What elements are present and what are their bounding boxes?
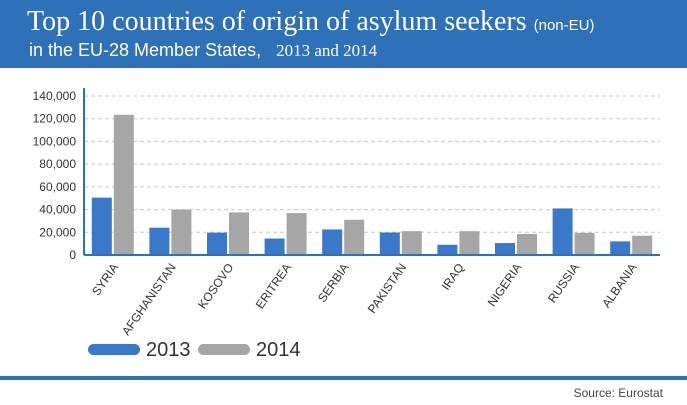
legend-label-2014: 2014 <box>256 339 301 361</box>
x-tick-label: IRAQ <box>439 261 467 293</box>
bar-2013-albania <box>610 241 631 255</box>
bar-2013-kosovo <box>207 232 227 255</box>
x-tick-label: PAKISTAN <box>365 261 409 316</box>
x-tick-label: AFGHANISTAN <box>119 261 179 338</box>
bar-2014-pakistan <box>401 231 422 255</box>
legend-swatch-2013 <box>88 344 140 355</box>
header-banner: Top 10 countries of origin of asylum see… <box>0 0 687 68</box>
y-tick-label: 60,000 <box>39 180 76 194</box>
gridlines <box>84 95 660 233</box>
y-tick-label: 0 <box>69 248 76 262</box>
bar-2014-syria <box>113 114 134 255</box>
bar-2014-kosovo <box>229 212 249 255</box>
bar-2014-eritrea <box>286 212 307 255</box>
x-tick-label: ERITREA <box>253 261 294 312</box>
bar-2014-afghanistan <box>171 209 192 255</box>
x-tick-label: ALBANIA <box>599 261 640 311</box>
y-tick-label: 120,000 <box>33 112 77 126</box>
bar-2014-serbia <box>344 219 365 255</box>
bar-2013-serbia <box>322 229 343 255</box>
legend-label-2013: 2013 <box>146 339 191 361</box>
footer-divider <box>0 376 687 380</box>
bar-chart: 0 20,000 40,000 60,000 80,000 100,000 120,000 1… <box>33 88 660 338</box>
bar-2013-afghanistan <box>149 227 170 255</box>
bars <box>91 114 653 255</box>
y-tick-label: 140,000 <box>33 89 77 103</box>
bar-2013-iraq <box>437 244 458 255</box>
x-tick-label: SYRIA <box>89 261 121 299</box>
title-main: Top 10 countries of origin of asylum see… <box>27 6 527 37</box>
x-tick-label: SERBIA <box>315 261 352 305</box>
title-qualifier: (non-EU) <box>533 17 595 34</box>
bar-2014-nigeria <box>517 233 537 255</box>
y-tick-label: 40,000 <box>39 203 76 217</box>
x-tick-label: RUSSIA <box>545 261 582 306</box>
bar-2014-russia <box>574 232 595 255</box>
chart-subtitle: in the EU-28 Member States, 2013 and 201… <box>29 40 377 61</box>
bar-2013-russia <box>552 208 573 255</box>
subtitle-text: in the EU-28 Member States, <box>29 40 262 60</box>
bar-2013-pakistan <box>379 232 400 255</box>
bar-2014-albania <box>632 235 653 255</box>
bar-2013-eritrea <box>264 238 285 255</box>
x-tick-label: KOSOVO <box>195 261 236 312</box>
y-axis-ticks: 0 20,000 40,000 60,000 80,000 100,000 120,000 1… <box>33 89 77 262</box>
y-tick-label: 100,000 <box>33 134 77 148</box>
bar-2014-iraq <box>459 231 480 255</box>
source-note: Source: Eurostat <box>573 386 663 400</box>
bar-2013-nigeria <box>495 243 515 255</box>
bar-2013-syria <box>91 197 112 255</box>
y-tick-label: 80,000 <box>39 157 76 171</box>
subtitle-years: 2013 and 2014 <box>276 41 378 60</box>
chart-title: Top 10 countries of origin of asylum see… <box>27 6 594 38</box>
legend-swatch-2014 <box>198 344 250 355</box>
y-tick-label: 20,000 <box>39 225 76 239</box>
x-tick-label: NIGERIA <box>485 261 525 309</box>
